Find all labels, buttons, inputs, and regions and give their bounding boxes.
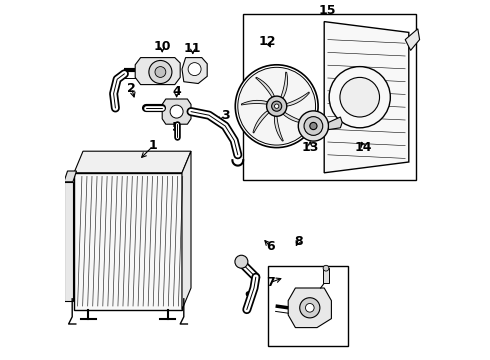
- Polygon shape: [281, 72, 288, 98]
- Circle shape: [267, 96, 287, 116]
- Polygon shape: [162, 99, 191, 124]
- Circle shape: [305, 303, 314, 312]
- Text: 2: 2: [127, 82, 136, 95]
- Polygon shape: [182, 58, 207, 84]
- Circle shape: [170, 105, 183, 118]
- Polygon shape: [242, 100, 268, 105]
- Polygon shape: [64, 182, 73, 301]
- Circle shape: [155, 67, 166, 77]
- Text: 12: 12: [259, 35, 276, 48]
- Polygon shape: [54, 275, 64, 293]
- Circle shape: [310, 122, 317, 130]
- Circle shape: [340, 77, 380, 117]
- Polygon shape: [288, 288, 331, 328]
- Bar: [243, 14, 416, 180]
- Text: 8: 8: [294, 235, 303, 248]
- Polygon shape: [274, 116, 283, 141]
- Polygon shape: [54, 189, 64, 207]
- Text: 9: 9: [245, 291, 253, 303]
- Text: 4: 4: [172, 85, 181, 98]
- Circle shape: [235, 65, 318, 148]
- Circle shape: [238, 67, 316, 145]
- Text: 14: 14: [355, 141, 372, 154]
- Text: 5: 5: [172, 121, 181, 134]
- Circle shape: [149, 60, 172, 84]
- Polygon shape: [405, 29, 419, 50]
- Text: 15: 15: [319, 4, 337, 17]
- Circle shape: [323, 265, 329, 271]
- Circle shape: [304, 117, 323, 135]
- Circle shape: [274, 104, 279, 108]
- Polygon shape: [328, 117, 342, 130]
- Text: 1: 1: [149, 139, 158, 152]
- Polygon shape: [256, 77, 274, 97]
- Polygon shape: [182, 151, 191, 310]
- Bar: [323, 268, 329, 283]
- Polygon shape: [135, 58, 180, 85]
- Circle shape: [329, 67, 391, 128]
- Polygon shape: [74, 151, 191, 173]
- Circle shape: [300, 298, 320, 318]
- Text: 3: 3: [221, 109, 229, 122]
- Polygon shape: [253, 111, 269, 133]
- Polygon shape: [324, 22, 409, 173]
- Circle shape: [298, 111, 328, 141]
- Bar: [269, 266, 347, 346]
- Circle shape: [188, 63, 201, 76]
- Text: 13: 13: [301, 141, 319, 154]
- Text: 10: 10: [153, 40, 171, 53]
- Circle shape: [235, 255, 248, 268]
- Text: 11: 11: [184, 42, 201, 55]
- Circle shape: [271, 101, 282, 111]
- Bar: [74, 173, 182, 310]
- Text: 7: 7: [266, 276, 274, 289]
- Polygon shape: [64, 171, 76, 182]
- Polygon shape: [283, 112, 308, 123]
- Text: 6: 6: [266, 240, 274, 253]
- Polygon shape: [287, 92, 309, 106]
